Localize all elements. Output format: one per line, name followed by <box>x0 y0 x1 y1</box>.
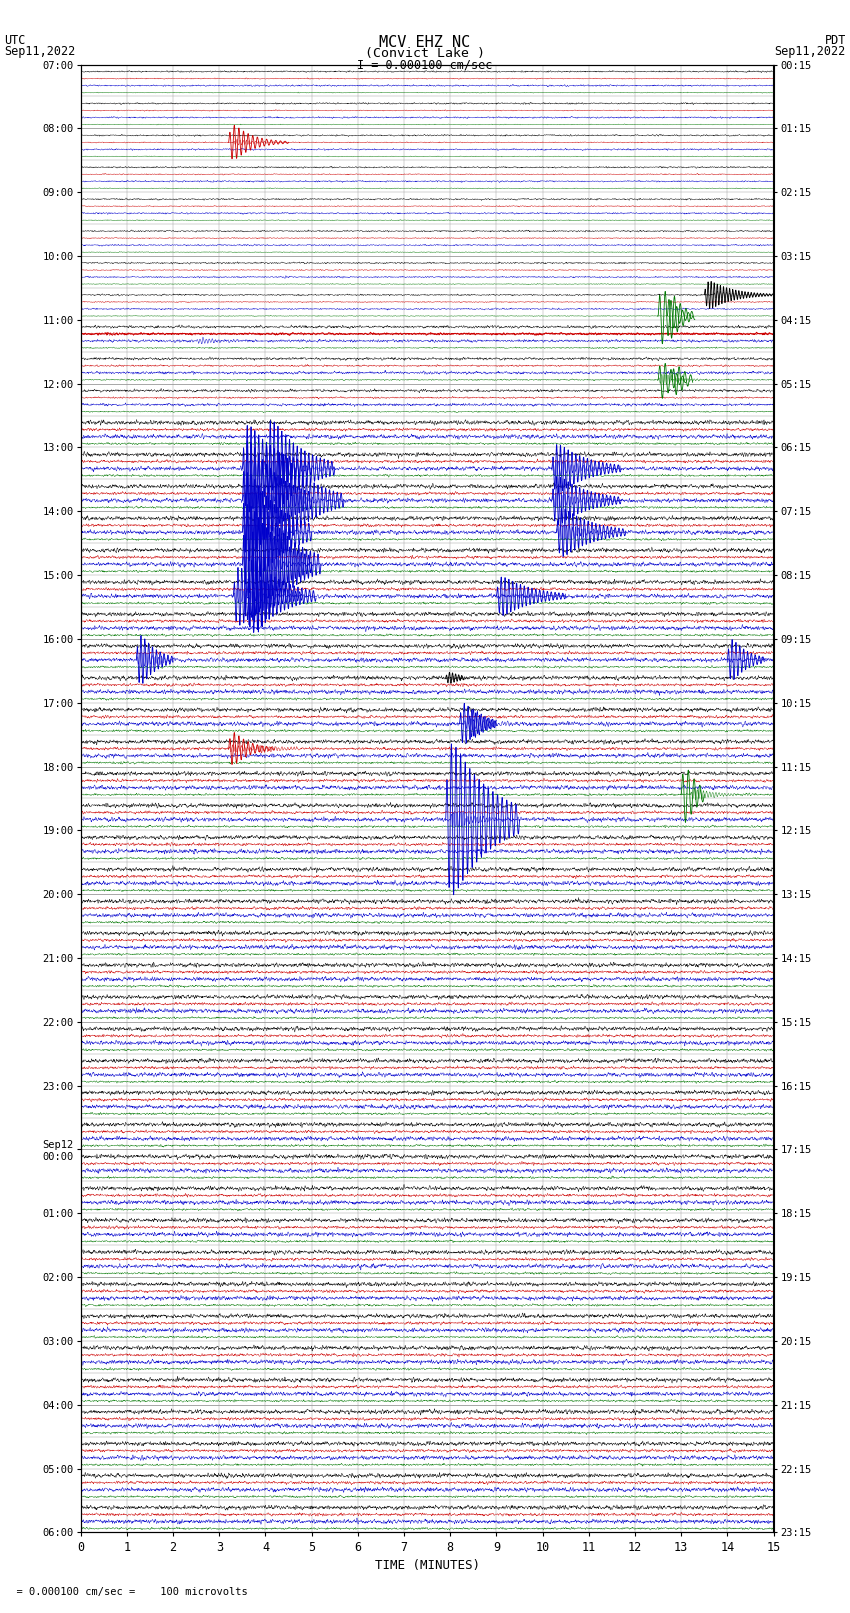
Text: I = 0.000100 cm/sec: I = 0.000100 cm/sec <box>357 58 493 71</box>
Text: Sep11,2022: Sep11,2022 <box>4 45 76 58</box>
Text: PDT: PDT <box>824 34 846 47</box>
Text: UTC: UTC <box>4 34 26 47</box>
Text: = 0.000100 cm/sec =    100 microvolts: = 0.000100 cm/sec = 100 microvolts <box>4 1587 248 1597</box>
X-axis label: TIME (MINUTES): TIME (MINUTES) <box>375 1558 479 1571</box>
Text: Sep11,2022: Sep11,2022 <box>774 45 846 58</box>
Text: MCV EHZ NC: MCV EHZ NC <box>379 35 471 50</box>
Text: (Convict Lake ): (Convict Lake ) <box>365 47 485 60</box>
